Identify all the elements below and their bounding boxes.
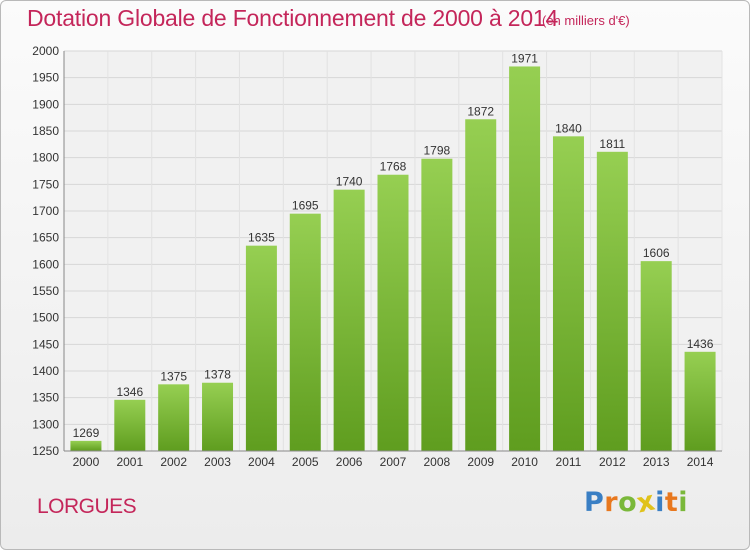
y-tick-label: 2000	[32, 44, 59, 58]
bar-2009	[465, 119, 497, 452]
x-tick-label: 2003	[204, 455, 231, 469]
bar-2006	[333, 189, 365, 451]
data-label-2000: 1269	[73, 426, 100, 440]
commune-name: LORGUES	[37, 495, 137, 518]
data-label-2001: 1346	[116, 385, 143, 399]
bar-2014	[684, 351, 716, 451]
y-tick-label: 1600	[32, 257, 59, 271]
y-tick-label: 1400	[32, 364, 59, 378]
logo-letter: i	[678, 487, 689, 518]
bar-2001	[114, 399, 146, 451]
chart-title: Dotation Globale de Fonctionnement de 20…	[27, 5, 559, 31]
data-label-2009: 1872	[467, 104, 494, 118]
data-label-2014: 1436	[687, 337, 714, 351]
data-label-2006: 1740	[336, 175, 363, 189]
data-label-2010: 1971	[511, 51, 538, 65]
data-label-2005: 1695	[292, 199, 319, 213]
x-tick-label: 2004	[248, 455, 275, 469]
data-label-2003: 1378	[204, 368, 231, 382]
y-tick-label: 1700	[32, 204, 59, 218]
bar-2008	[421, 158, 453, 451]
x-tick-label: 2005	[292, 455, 319, 469]
y-tick-label: 1950	[32, 71, 59, 85]
x-tick-label: 2014	[687, 455, 714, 469]
bar-2005	[289, 213, 321, 451]
x-tick-label: 2001	[116, 455, 143, 469]
y-tick-label: 1350	[32, 391, 59, 405]
y-tick-label: 1550	[32, 284, 59, 298]
data-label-2004: 1635	[248, 231, 275, 245]
y-tick-label: 1300	[32, 417, 59, 431]
bar-2012	[596, 151, 628, 452]
data-label-2002: 1375	[160, 369, 187, 383]
chart-subtitle: (en milliers d'€)	[542, 13, 630, 28]
y-tick-label: 1900	[32, 97, 59, 111]
y-tick-label: 1650	[32, 231, 59, 245]
y-tick-label: 1450	[32, 337, 59, 351]
y-tick-label: 1750	[32, 177, 59, 191]
x-tick-label: 2009	[467, 455, 494, 469]
proxiti-logo: Proxiti	[584, 485, 689, 519]
data-label-2012: 1811	[599, 137, 625, 151]
bar-2002	[158, 384, 190, 451]
y-tick-label: 1800	[32, 151, 59, 165]
x-tick-label: 2012	[599, 455, 626, 469]
bar-2011	[552, 136, 584, 452]
x-tick-label: 2000	[73, 455, 100, 469]
data-label-2008: 1798	[424, 144, 451, 158]
logo-letter: i	[655, 487, 665, 518]
x-tick-label: 2007	[380, 455, 407, 469]
x-tick-label: 2013	[643, 455, 670, 469]
bar-2007	[377, 174, 409, 451]
data-label-2013: 1606	[643, 246, 670, 260]
x-tick-label: 2011	[556, 455, 582, 469]
logo-letter: r	[604, 487, 619, 518]
data-label-2007: 1768	[380, 160, 407, 174]
x-tick-label: 2006	[336, 455, 363, 469]
y-tick-label: 1250	[32, 444, 59, 458]
logo-letter: o	[618, 487, 638, 518]
bar-2003	[202, 382, 234, 451]
bar-2010	[509, 66, 541, 451]
bar-2000	[70, 440, 102, 451]
x-tick-label: 2002	[160, 455, 187, 469]
bar-2004	[245, 245, 277, 451]
y-tick-label: 1500	[32, 311, 59, 325]
x-tick-label: 2008	[424, 455, 451, 469]
y-tick-label: 1850	[32, 124, 59, 138]
logo-letter: t	[664, 487, 679, 518]
x-tick-label: 2010	[511, 455, 538, 469]
logo-letter: P	[584, 487, 605, 518]
bar-2013	[640, 261, 672, 451]
data-label-2011: 1840	[555, 121, 582, 135]
